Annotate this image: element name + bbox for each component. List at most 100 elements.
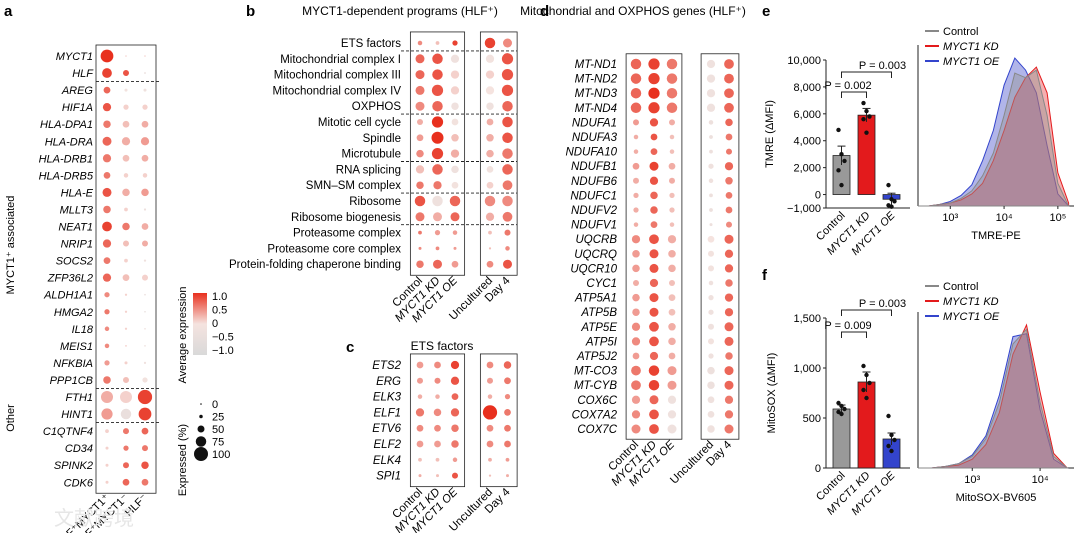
dot bbox=[432, 100, 443, 112]
dot bbox=[123, 104, 129, 110]
y-axis-label: TMRE (ΔMFI) bbox=[764, 100, 776, 168]
gene-label: PPP1CB bbox=[50, 375, 93, 387]
dot bbox=[488, 457, 492, 462]
gene-label: SPINK2 bbox=[54, 460, 93, 472]
row-label: Mitotic cell cycle bbox=[318, 117, 401, 129]
dot bbox=[451, 440, 459, 448]
dot bbox=[668, 337, 676, 346]
dot bbox=[707, 366, 715, 375]
dot bbox=[124, 88, 128, 92]
row-label: Proteasome complex bbox=[293, 228, 401, 240]
dot bbox=[451, 134, 459, 142]
dot bbox=[667, 366, 677, 376]
dot bbox=[650, 191, 658, 200]
dot bbox=[724, 102, 734, 113]
data-point bbox=[839, 182, 844, 188]
dot bbox=[725, 118, 733, 127]
dot bbox=[632, 250, 640, 258]
bar bbox=[857, 381, 876, 469]
y-tick-label: 0 bbox=[815, 190, 821, 202]
dot bbox=[707, 411, 715, 418]
row-label: MT-ND2 bbox=[575, 74, 618, 86]
dot bbox=[503, 38, 512, 48]
dot bbox=[141, 461, 149, 469]
plot-frame bbox=[625, 53, 683, 440]
dot bbox=[504, 440, 511, 448]
row-label: RNA splicing bbox=[336, 164, 401, 176]
group-label: Other bbox=[5, 404, 17, 432]
dot bbox=[648, 72, 660, 85]
dot bbox=[416, 424, 424, 432]
dot bbox=[708, 280, 714, 286]
dot bbox=[103, 120, 111, 128]
dot bbox=[649, 176, 659, 185]
dot bbox=[453, 246, 457, 250]
dot bbox=[666, 87, 678, 99]
dot bbox=[431, 116, 444, 128]
dot bbox=[418, 246, 422, 250]
panel-f-histogram: 10³ 10⁴ MitoSOX-BV605 Control MYCT1 KD MYCT1 … bbox=[917, 281, 1074, 504]
dot bbox=[667, 380, 677, 390]
data-point bbox=[864, 372, 869, 378]
group-label: MYCT1⁺ associated bbox=[5, 196, 17, 295]
p-value-label: P = 0.009 bbox=[824, 320, 871, 332]
dot bbox=[501, 53, 514, 65]
data-point bbox=[892, 199, 897, 204]
dot bbox=[708, 309, 714, 315]
dot bbox=[101, 408, 113, 420]
colorbar-title: Average expression bbox=[177, 286, 189, 383]
dot bbox=[503, 361, 512, 369]
dot bbox=[142, 274, 148, 281]
data-point bbox=[864, 108, 869, 114]
data-point bbox=[864, 130, 869, 135]
row-label: ELK3 bbox=[373, 392, 402, 404]
dot bbox=[415, 85, 425, 95]
dot bbox=[632, 293, 640, 302]
data-point bbox=[839, 403, 844, 409]
dot bbox=[501, 84, 514, 97]
data-point bbox=[839, 411, 844, 417]
dot bbox=[706, 59, 716, 69]
y-tick-label: −1,000 bbox=[787, 203, 821, 215]
panel-e-bar: 10,000 8,000 6,000 4,000 2,000 0−1,000 TMRE (Δ… bbox=[764, 55, 910, 258]
plot-frame bbox=[700, 53, 740, 440]
panel-c-dotplot: ETS factors ETS2 ERG ELK3 ELF1 ETV6 ELF2 ELK4 SP… bbox=[372, 339, 518, 533]
panel-label-e: e bbox=[762, 3, 770, 20]
dot bbox=[102, 221, 112, 232]
dot bbox=[122, 120, 130, 128]
gene-label: ALDH1A1 bbox=[43, 290, 93, 302]
dot bbox=[416, 440, 424, 448]
p-value-label: P = 0.002 bbox=[824, 80, 871, 92]
dot bbox=[650, 221, 658, 228]
plot-frame bbox=[479, 31, 518, 276]
dot bbox=[649, 409, 659, 420]
dot bbox=[415, 70, 425, 80]
row-label: ELF1 bbox=[374, 407, 402, 419]
dot bbox=[449, 195, 461, 207]
dot bbox=[649, 395, 659, 405]
row-label: ETV6 bbox=[372, 423, 401, 435]
size-legend-dot bbox=[197, 425, 205, 433]
dot bbox=[434, 361, 441, 369]
significance-bracket bbox=[841, 331, 867, 338]
dot bbox=[414, 195, 426, 207]
significance-bracket bbox=[841, 71, 892, 78]
legend-label: Control bbox=[943, 26, 978, 38]
y-tick-label: 4,000 bbox=[793, 136, 821, 148]
dot bbox=[707, 425, 715, 433]
dot bbox=[708, 265, 714, 272]
dot bbox=[142, 104, 148, 110]
dot bbox=[102, 273, 112, 282]
x-tick-label: 10⁴ bbox=[996, 212, 1013, 224]
gene-label: ZFP36L2 bbox=[47, 273, 93, 285]
dot bbox=[435, 394, 440, 399]
dot bbox=[101, 391, 113, 403]
y-axis-label: MitoSOX (ΔMFI) bbox=[766, 353, 778, 434]
dot bbox=[649, 293, 659, 303]
dot bbox=[120, 408, 132, 420]
gene-label: MYCT1 bbox=[56, 51, 93, 63]
dot bbox=[124, 258, 128, 263]
dot bbox=[708, 294, 714, 301]
dot bbox=[486, 424, 494, 432]
